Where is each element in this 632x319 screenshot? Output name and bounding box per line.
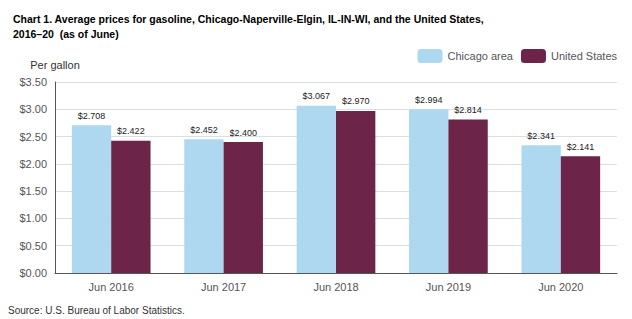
svg-text:$2.814: $2.814 [454, 105, 482, 115]
svg-text:$1.00: $1.00 [19, 212, 47, 224]
svg-text:United States: United States [551, 50, 618, 62]
svg-text:$2.341: $2.341 [527, 131, 555, 141]
svg-text:$2.50: $2.50 [19, 131, 47, 143]
svg-text:Source: U.S. Bureau of Labor S: Source: U.S. Bureau of Labor Statistics. [8, 305, 185, 316]
svg-text:$3.00: $3.00 [19, 103, 47, 115]
svg-text:Per gallon: Per gallon [30, 59, 80, 71]
svg-text:$0.00: $0.00 [19, 267, 47, 279]
svg-text:Jun 2020: Jun 2020 [538, 281, 583, 293]
svg-text:$3.067: $3.067 [303, 91, 331, 101]
svg-text:Chicago area: Chicago area [448, 50, 514, 62]
svg-text:Jun 2019: Jun 2019 [426, 281, 471, 293]
svg-text:$0.50: $0.50 [19, 240, 47, 252]
svg-text:2016–20 (as of June): 2016–20 (as of June) [13, 28, 119, 40]
svg-text:$2.452: $2.452 [190, 125, 218, 135]
svg-text:$2.422: $2.422 [117, 126, 145, 136]
svg-text:Jun 2017: Jun 2017 [201, 281, 246, 293]
svg-text:$2.400: $2.400 [230, 128, 258, 138]
svg-text:$2.708: $2.708 [78, 111, 106, 121]
svg-text:$1.50: $1.50 [19, 185, 47, 197]
svg-text:$2.141: $2.141 [567, 142, 595, 152]
svg-text:Jun 2018: Jun 2018 [313, 281, 358, 293]
svg-text:$2.00: $2.00 [19, 158, 47, 170]
svg-text:Chart 1. Average prices for ga: Chart 1. Average prices for gasoline, Ch… [13, 13, 484, 25]
svg-text:$2.994: $2.994 [415, 95, 443, 105]
svg-text:Jun 2016: Jun 2016 [89, 281, 134, 293]
svg-text:$3.50: $3.50 [19, 76, 47, 88]
svg-text:$2.970: $2.970 [342, 96, 370, 106]
